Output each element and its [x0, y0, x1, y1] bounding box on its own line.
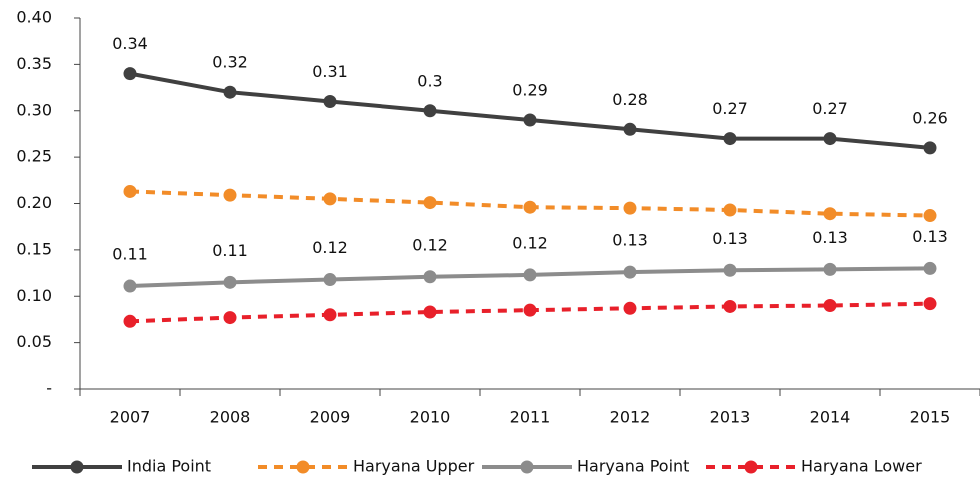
- data-label: 0.27: [812, 99, 848, 118]
- series-marker: [923, 261, 937, 275]
- data-label: 0.11: [212, 241, 248, 260]
- x-tick-label: 2013: [710, 408, 751, 427]
- series-marker: [723, 132, 737, 146]
- series-marker: [123, 314, 137, 328]
- series-marker: [623, 201, 637, 215]
- series-marker: [523, 303, 537, 317]
- legend-label: Haryana Point: [577, 457, 689, 476]
- series-marker: [423, 196, 437, 210]
- y-tick-label: 0.35: [16, 54, 52, 73]
- data-label: 0.31: [312, 62, 348, 81]
- series-marker: [523, 113, 537, 127]
- legend-marker: [744, 460, 758, 474]
- series-marker: [323, 94, 337, 108]
- series-marker: [623, 301, 637, 315]
- y-tick-label: 0.15: [16, 239, 52, 258]
- y-tick-label: 0.40: [16, 8, 52, 27]
- series-marker: [423, 104, 437, 118]
- series-marker: [223, 311, 237, 325]
- series-marker: [923, 141, 937, 155]
- y-tick-label: -: [46, 379, 52, 398]
- legend-marker: [296, 460, 310, 474]
- legend-label: India Point: [127, 457, 211, 476]
- series-marker: [123, 184, 137, 198]
- data-label: 0.13: [812, 228, 848, 247]
- series-marker: [623, 265, 637, 279]
- data-label: 0.27: [712, 99, 748, 118]
- y-tick-label: 0.10: [16, 286, 52, 305]
- series-marker: [323, 192, 337, 206]
- legend-marker: [70, 460, 84, 474]
- legend-label: Haryana Upper: [353, 457, 475, 476]
- series-marker: [923, 297, 937, 311]
- series-marker: [423, 305, 437, 319]
- series-marker: [823, 207, 837, 221]
- series-marker: [823, 299, 837, 313]
- series-marker: [523, 200, 537, 214]
- x-tick-label: 2012: [610, 408, 651, 427]
- series-marker: [223, 275, 237, 289]
- data-label: 0.13: [712, 229, 748, 248]
- series-marker: [323, 308, 337, 322]
- y-tick-label: 0.30: [16, 100, 52, 119]
- series-marker: [923, 209, 937, 223]
- data-label: 0.12: [312, 238, 348, 257]
- series-marker: [823, 262, 837, 276]
- legend-label: Haryana Lower: [801, 457, 922, 476]
- data-label: 0.32: [212, 53, 248, 72]
- series-marker: [723, 299, 737, 313]
- series-marker: [723, 203, 737, 217]
- y-tick-label: 0.25: [16, 147, 52, 166]
- data-label: 0.13: [612, 231, 648, 250]
- data-label: 0.26: [912, 108, 948, 127]
- series-marker: [423, 270, 437, 284]
- y-tick-label: 0.05: [16, 332, 52, 351]
- series-marker: [223, 85, 237, 99]
- series-marker: [623, 122, 637, 136]
- series-marker: [723, 263, 737, 277]
- series-marker: [823, 132, 837, 146]
- data-label: 0.12: [412, 235, 448, 254]
- x-tick-label: 2007: [110, 408, 151, 427]
- data-label: 0.28: [612, 90, 648, 109]
- series-marker: [123, 67, 137, 81]
- y-tick-label: 0.20: [16, 193, 52, 212]
- legend-marker: [520, 460, 534, 474]
- data-label: 0.34: [112, 34, 148, 53]
- x-tick-label: 2014: [810, 408, 851, 427]
- data-label: 0.29: [512, 81, 548, 100]
- x-tick-label: 2010: [410, 408, 451, 427]
- data-label: 0.11: [112, 245, 148, 264]
- x-tick-label: 2011: [510, 408, 551, 427]
- series-marker: [123, 279, 137, 293]
- x-tick-label: 2008: [210, 408, 251, 427]
- data-label: 0.12: [512, 233, 548, 252]
- x-tick-label: 2015: [910, 408, 951, 427]
- data-label: 0.13: [912, 227, 948, 246]
- x-tick-label: 2009: [310, 408, 351, 427]
- series-marker: [523, 268, 537, 282]
- data-label: 0.3: [417, 71, 442, 90]
- series-marker: [223, 188, 237, 202]
- series-marker: [323, 273, 337, 287]
